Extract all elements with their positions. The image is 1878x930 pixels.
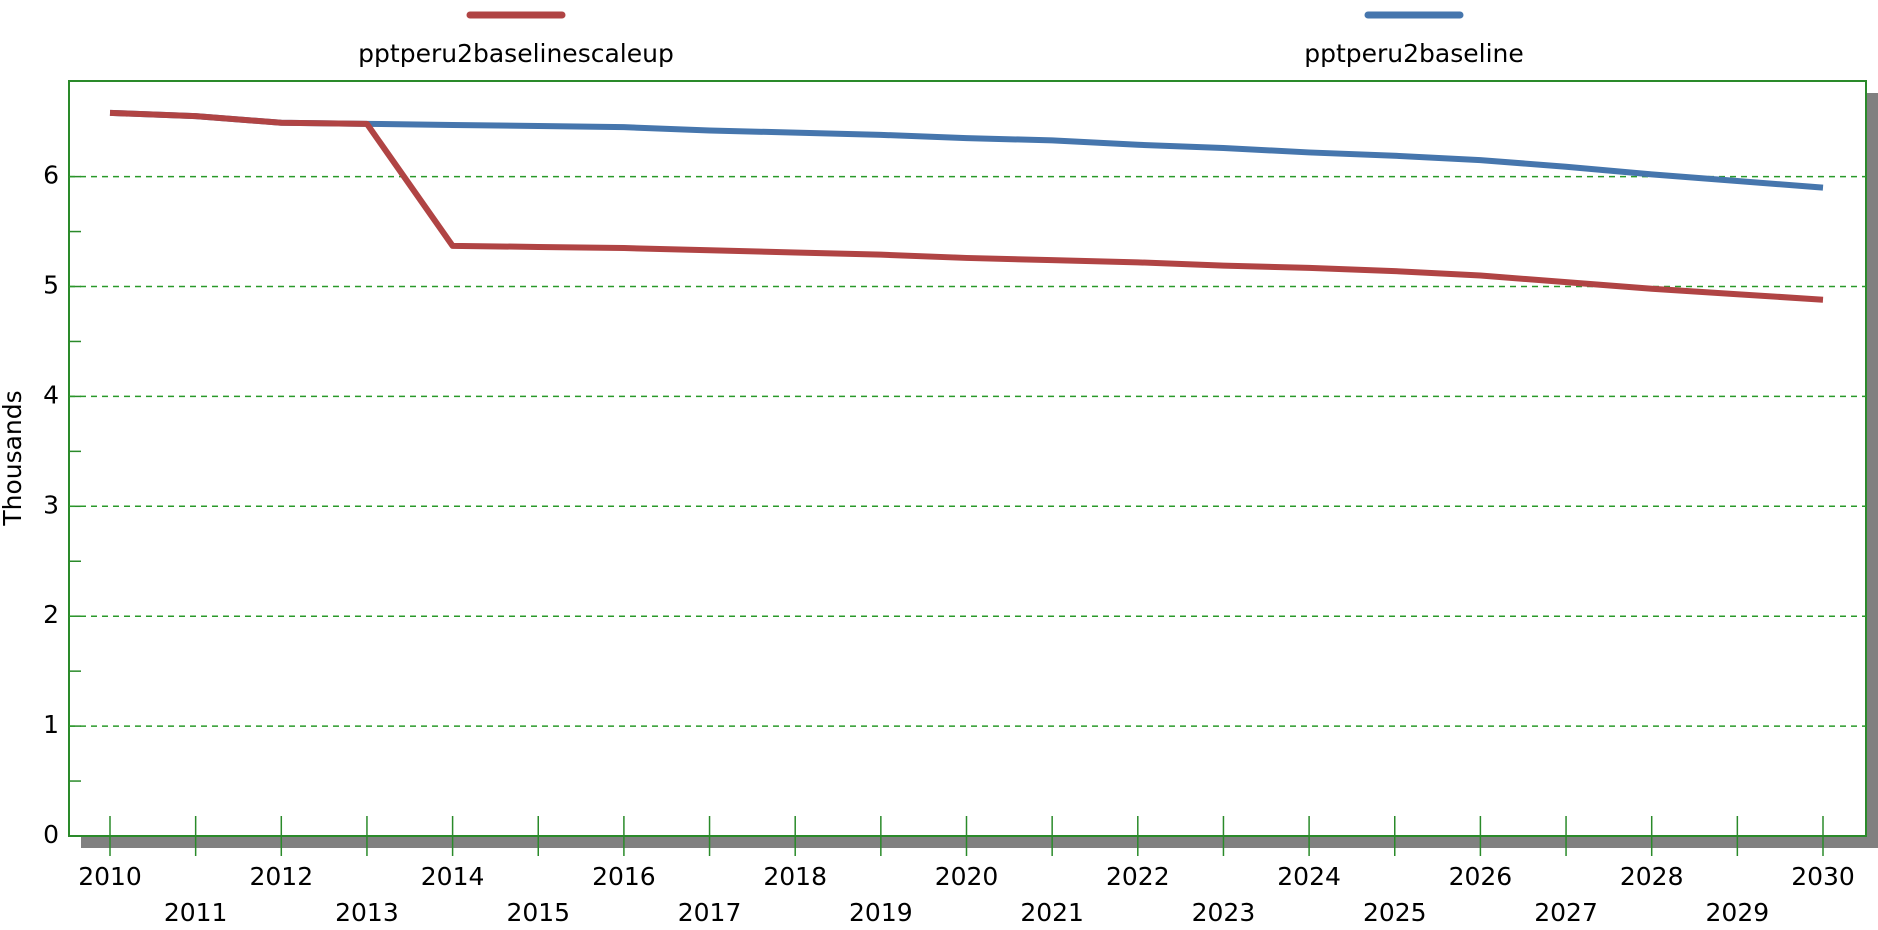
x-tick-label: 2027 [1534,898,1598,927]
y-tick-label: 5 [43,271,59,300]
series-line [109,109,1824,303]
plot-area [68,80,1867,837]
x-tick-label: 2017 [678,898,742,927]
x-tick-label: 2022 [1106,862,1170,891]
legend-label: pptperu2baseline [1304,39,1524,68]
y-axis-label: Thousands [0,390,27,526]
series-line [109,109,1824,191]
y-tick-label: 6 [43,161,59,190]
x-tick-label: 2023 [1192,898,1256,927]
x-tick-label: 2024 [1277,862,1341,891]
x-tick-label: 2019 [849,898,913,927]
x-tick-label: 2016 [592,862,656,891]
x-tick-label: 2014 [421,862,485,891]
x-tick-label: 2028 [1620,862,1684,891]
x-tick-label: 2011 [164,898,228,927]
x-tick-label: 2015 [506,898,570,927]
x-tick-label: 2013 [335,898,399,927]
y-tick-label: 1 [43,710,59,739]
x-tick-label: 2021 [1020,898,1084,927]
x-tick-label: 2026 [1449,862,1513,891]
x-tick-label: 2025 [1363,898,1427,927]
legend-label: pptperu2baselinescaleup [358,39,674,68]
x-tick-label: 2010 [78,862,142,891]
y-tick-label: 3 [43,490,59,519]
x-tick-label: 2030 [1791,862,1855,891]
x-tick-label: 2029 [1706,898,1770,927]
y-tick-label: 4 [43,380,59,409]
y-tick-label: 2 [43,600,59,629]
x-tick-label: 2018 [763,862,827,891]
y-tick-label: 0 [43,820,59,849]
x-tick-label: 2020 [935,862,999,891]
x-tick-label: 2012 [249,862,313,891]
